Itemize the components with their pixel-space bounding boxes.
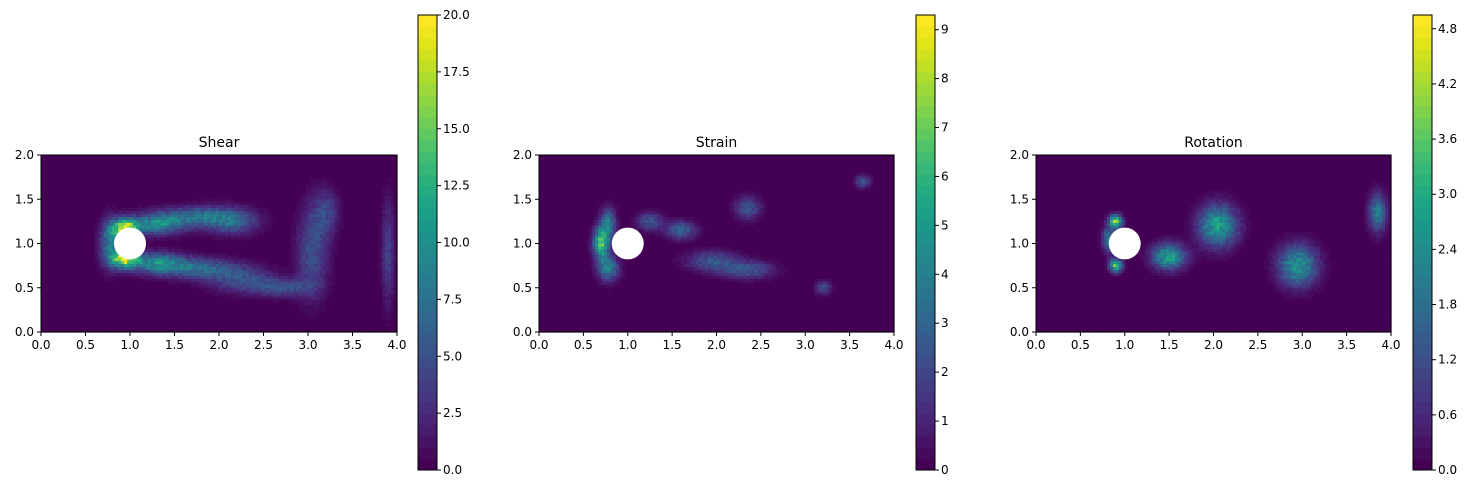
y-tick-label: 1.0: [15, 237, 34, 251]
colorbar-tick-label: 0.0: [1438, 463, 1457, 477]
colorbar-tick-label: 4.8: [1438, 22, 1457, 36]
chart-title: Shear: [199, 135, 240, 151]
y-tick-label: 2.0: [513, 148, 532, 162]
x-tick-label: 0.5: [1071, 338, 1090, 352]
colorbar: [915, 14, 936, 471]
x-tick-label: 3.0: [1293, 338, 1312, 352]
colorbar-tick-label: 0: [941, 463, 949, 477]
y-tick-label: 0.0: [15, 325, 34, 339]
colorbar-tick-label: 12.5: [443, 179, 470, 193]
x-tick-label: 2.5: [1248, 338, 1267, 352]
rotation-panel: 0.0 0.5 1.0 1.5 2.0 2.5 3.0 3.5 4.0 0.0 0.5 1.0 1.5 2…: [1010, 14, 1457, 477]
colorbar-tick-label: 4: [941, 267, 949, 281]
colorbar-tick-label: 20.0: [443, 8, 470, 22]
y-tick-label: 0.0: [1010, 325, 1029, 339]
chart-title: Strain: [696, 135, 737, 151]
x-tick-label: 0.0: [529, 338, 548, 352]
y-tick-label: 0.0: [513, 325, 532, 339]
colorbar-tick-label: 7.5: [443, 292, 462, 306]
x-tick-label: 2.0: [209, 338, 228, 352]
colorbar: [1412, 14, 1433, 471]
colorbar-tick-label: 1.8: [1438, 298, 1457, 312]
strain-panel: 0.0 0.5 1.0 1.5 2.0 2.5 3.0 3.5 4.0 0.0 0.5 1.0 1.5 2…: [513, 14, 949, 477]
x-tick-label: 1.0: [120, 338, 139, 352]
x-tick-label: 3.5: [1337, 338, 1356, 352]
y-tick-label: 1.0: [513, 237, 532, 251]
x-tick-label: 3.0: [796, 338, 815, 352]
colorbar-tick-label: 1.2: [1438, 353, 1457, 367]
colorbar-tick-label: 15.0: [443, 122, 470, 136]
cylinder-obstacle: [113, 227, 147, 260]
x-tick-label: 0.0: [31, 338, 50, 352]
colorbar-tick-label: 4.2: [1438, 77, 1457, 91]
heat-field: [539, 155, 895, 333]
colorbar-tick-label: 0.6: [1438, 408, 1457, 422]
colorbar: [417, 14, 438, 471]
y-tick-label: 1.5: [513, 192, 532, 206]
chart-title: Rotation: [1184, 135, 1243, 151]
y-tick-label: 2.0: [1010, 148, 1029, 162]
y-tick-label: 1.5: [15, 192, 34, 206]
colorbar-tick-label: 17.5: [443, 65, 470, 79]
x-tick-label: 1.0: [1115, 338, 1134, 352]
x-tick-label: 4.0: [1381, 338, 1400, 352]
colorbar-tick-label: 3.0: [1438, 187, 1457, 201]
x-tick-label: 1.5: [1160, 338, 1179, 352]
colorbar-tick-label: 2: [941, 365, 949, 379]
x-tick-label: 2.5: [254, 338, 273, 352]
x-tick-label: 4.0: [387, 338, 406, 352]
colorbar-tick-label: 0.0: [443, 463, 462, 477]
y-tick-label: 0.5: [1010, 281, 1029, 295]
colorbar-tick-label: 2.4: [1438, 242, 1457, 256]
colorbar-tick-label: 6: [941, 169, 949, 183]
x-tick-label: 4.0: [884, 338, 903, 352]
colorbar-tick-label: 10.0: [443, 236, 470, 250]
heat-field: [41, 155, 398, 333]
colorbar-tick-label: 3.6: [1438, 132, 1457, 146]
cylinder-obstacle: [1108, 227, 1141, 260]
x-tick-label: 2.0: [1204, 338, 1223, 352]
x-tick-label: 1.0: [618, 338, 637, 352]
y-tick-label: 0.5: [513, 281, 532, 295]
colorbar-tick-label: 1: [941, 414, 949, 428]
x-tick-label: 1.5: [663, 338, 682, 352]
y-tick-label: 2.0: [15, 148, 34, 162]
x-tick-label: 0.0: [1026, 338, 1045, 352]
cylinder-obstacle: [611, 227, 644, 260]
colorbar-tick-label: 8: [941, 72, 949, 86]
colorbar-tick-label: 5.0: [443, 349, 462, 363]
colorbar-tick-label: 9: [941, 23, 949, 37]
colorbar-tick-label: 5: [941, 218, 949, 232]
x-tick-label: 3.0: [298, 338, 317, 352]
y-tick-label: 1.5: [1010, 192, 1029, 206]
y-tick-label: 1.0: [1010, 237, 1029, 251]
x-tick-label: 3.5: [840, 338, 859, 352]
y-tick-label: 0.5: [15, 281, 34, 295]
x-tick-label: 2.0: [707, 338, 726, 352]
x-tick-label: 3.5: [343, 338, 362, 352]
heat-field: [1036, 155, 1392, 333]
x-tick-label: 2.5: [751, 338, 770, 352]
x-tick-label: 1.5: [165, 338, 184, 352]
colorbar-tick-label: 3: [941, 316, 949, 330]
x-tick-label: 0.5: [574, 338, 593, 352]
colorbar-tick-label: 7: [941, 121, 949, 135]
shear-panel: 0.0 0.5 1.0 1.5 2.0 2.5 3.0 3.5 4.0 0.0 0.5 1.0 1.5 2…: [15, 8, 470, 477]
x-tick-label: 0.5: [76, 338, 95, 352]
colorbar-tick-label: 2.5: [443, 406, 462, 420]
